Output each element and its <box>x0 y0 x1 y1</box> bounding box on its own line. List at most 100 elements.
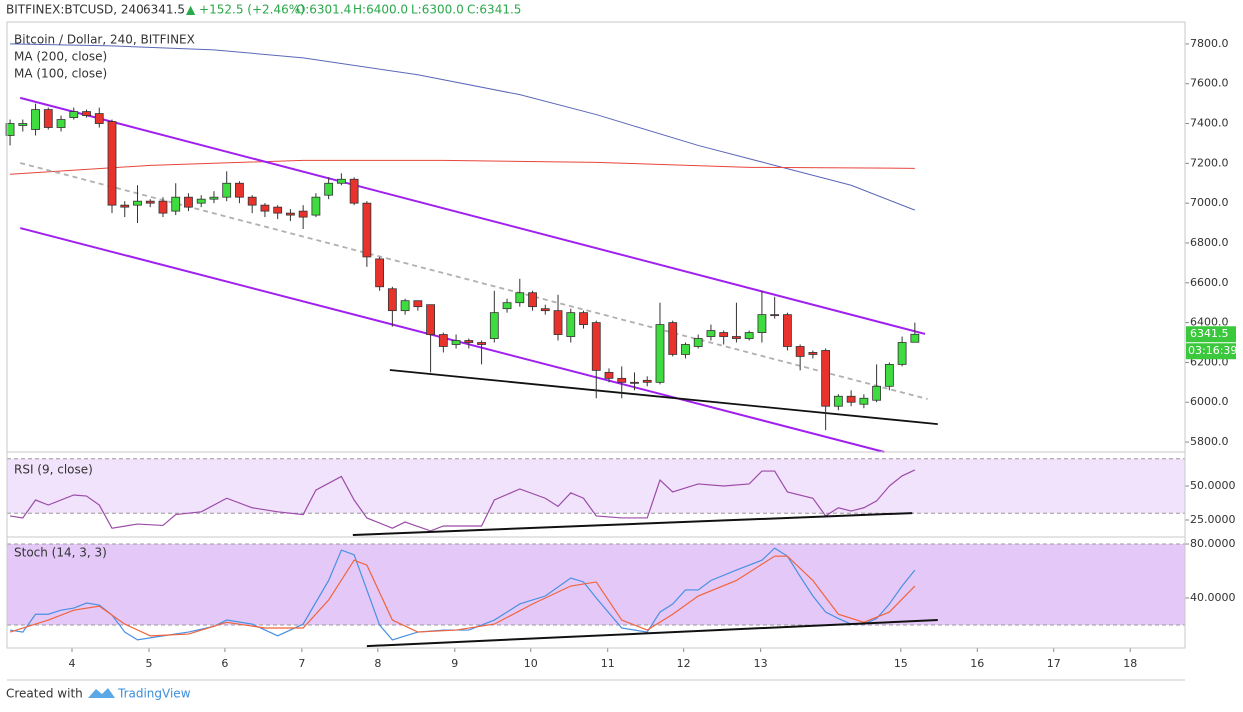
price-marker-label: 6341.5 <box>1190 327 1229 340</box>
candle-body <box>859 397 869 405</box>
line <box>352 512 913 536</box>
candle-body <box>732 336 741 339</box>
candle-body <box>387 288 397 312</box>
candle-body <box>222 182 232 198</box>
band <box>7 458 1185 514</box>
candle-body <box>184 196 193 208</box>
x-tick-label: 4 <box>68 657 75 670</box>
countdown: 03:16:39 <box>1188 344 1237 357</box>
x-tick-label: 16 <box>970 657 984 670</box>
low: L:6300.0 <box>411 3 464 17</box>
x-tick-label: 6 <box>221 657 228 670</box>
candle-body <box>884 364 894 387</box>
candle-body <box>502 302 512 310</box>
candle-body <box>94 113 104 124</box>
candle-body <box>247 196 257 206</box>
y-tick-label: 7800.0 <box>1190 37 1229 50</box>
candle-body <box>171 196 181 212</box>
y-tick-label: 7000.0 <box>1190 196 1229 209</box>
candle-body <box>515 292 525 304</box>
candle-body <box>821 350 831 407</box>
candle-body <box>846 395 856 403</box>
candle-body <box>31 109 40 130</box>
candle-body <box>783 314 792 347</box>
chart-title: Bitcoin / Dollar, 240, BITFINEX <box>14 33 195 47</box>
open: O:6301.4 <box>296 3 351 17</box>
y-tick-label: 7600.0 <box>1190 77 1229 90</box>
brand-logo <box>88 688 115 698</box>
y-tick-label: 6600.0 <box>1190 276 1229 289</box>
candle-body <box>681 344 690 355</box>
panes: 4 5 6 7 8 9 10 11 12 13 15 16 17 185800.06000.06200.0… <box>5 37 1237 670</box>
candle-body <box>579 312 588 325</box>
close: C:6341.5 <box>467 3 521 17</box>
x-tick-label: 9 <box>451 657 458 670</box>
candle-body <box>69 111 79 118</box>
candle-body <box>630 381 639 384</box>
candle-body <box>362 202 372 258</box>
candle-body <box>273 206 283 214</box>
candle-body <box>897 342 907 365</box>
candle-body <box>693 338 703 347</box>
line <box>389 369 938 426</box>
x-tick-label: 12 <box>677 657 691 670</box>
candle-body <box>604 371 614 379</box>
candle-body <box>375 258 385 288</box>
rsi-title: RSI (9, close) <box>14 463 93 477</box>
candle-body <box>235 182 244 198</box>
x-tick-label: 18 <box>1123 657 1137 670</box>
candle-body <box>286 212 295 216</box>
band <box>7 544 1185 626</box>
candle-body <box>18 123 28 126</box>
y-tick-label: 7200.0 <box>1190 156 1229 169</box>
footer-brand[interactable]: TradingView <box>117 687 191 701</box>
candle-body <box>464 340 474 343</box>
candle-body <box>808 352 818 355</box>
y-tick-label: 40.0000 <box>1190 591 1236 604</box>
legend-entry: MA (200, close) <box>14 50 107 64</box>
candle-body <box>120 204 130 208</box>
candle-body <box>642 379 652 383</box>
y-tick-label: 50.0000 <box>1190 479 1236 492</box>
x-tick-label: 13 <box>754 657 768 670</box>
candle-body <box>324 182 334 196</box>
legend-entry: MA (100, close) <box>14 67 107 81</box>
line <box>20 96 926 335</box>
candle-body <box>107 121 117 206</box>
candle-body <box>655 324 665 383</box>
candle-body <box>196 198 206 204</box>
line <box>9 547 916 641</box>
candle-body <box>757 314 767 333</box>
price-marker <box>1186 326 1236 343</box>
candle-body <box>540 308 550 312</box>
y-tick-label: 7400.0 <box>1190 117 1229 130</box>
candle-body <box>553 310 563 335</box>
candle-body <box>591 322 601 371</box>
candle-body <box>566 312 576 337</box>
candle-body <box>910 333 920 343</box>
line <box>9 555 916 637</box>
candle-body <box>438 334 448 347</box>
footer-text: Created with <box>6 687 83 701</box>
candle-body <box>5 123 15 136</box>
last-price: 6341.5 <box>143 3 185 17</box>
line <box>366 619 938 648</box>
line <box>20 227 885 453</box>
stoch-title: Stoch (14, 3, 3) <box>14 546 107 560</box>
y-tick-label: 6000.0 <box>1190 395 1229 408</box>
candle-body <box>158 200 168 214</box>
x-tick-label: 17 <box>1047 657 1061 670</box>
candle-body <box>260 204 270 212</box>
y-tick-label: 80.0000 <box>1190 537 1236 550</box>
candle-body <box>298 210 308 218</box>
line <box>10 43 916 211</box>
candle-body <box>349 178 359 204</box>
x-tick-label: 7 <box>298 657 305 670</box>
x-tick-label: 10 <box>524 657 538 670</box>
candle-body <box>426 304 435 335</box>
y-tick-label: 6400.0 <box>1190 316 1229 329</box>
line <box>9 469 916 532</box>
candle-body <box>336 178 346 184</box>
candle-body <box>43 109 53 128</box>
candle-body <box>400 300 410 312</box>
